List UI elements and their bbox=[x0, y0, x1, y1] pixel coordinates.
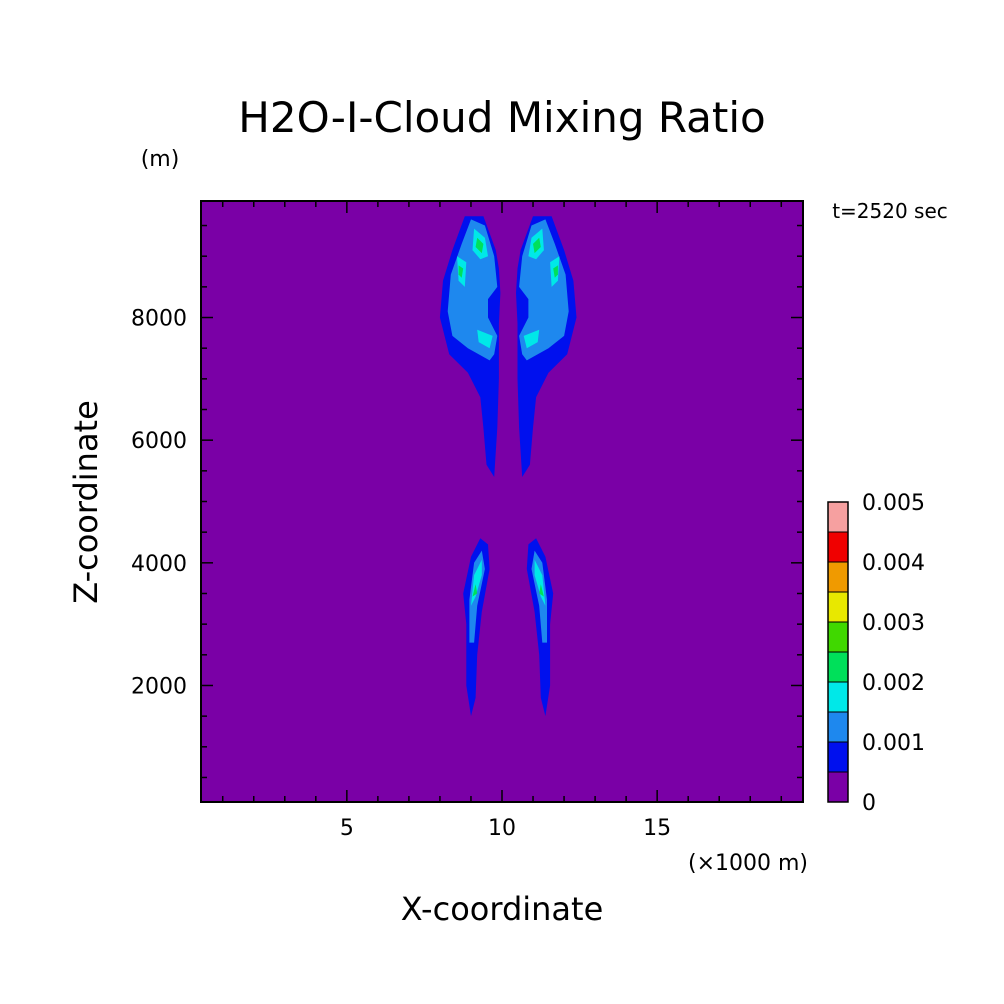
lower-left-plume-level-1 bbox=[463, 538, 490, 717]
tick-labels: 5 10 15 2000 4000 6000 8000 bbox=[131, 307, 671, 841]
x-unit-label: (×1000 m) bbox=[688, 851, 808, 876]
y-tick-label: 8000 bbox=[131, 307, 187, 332]
lower-left-plume-level-4 bbox=[472, 584, 478, 597]
colorbar-swatch bbox=[827, 591, 849, 623]
upper-left-plume-level-5 bbox=[477, 329, 493, 349]
upper-right-plume-level-7 bbox=[553, 265, 558, 278]
y-unit-label: (m) bbox=[141, 147, 180, 172]
x-tick-label: 15 bbox=[643, 816, 671, 841]
colorbar-label: 0.004 bbox=[862, 551, 925, 576]
colorbar: 0 0.001 0.002 0.003 0.004 0.005 bbox=[827, 491, 925, 816]
upper-right-plume bbox=[516, 216, 577, 478]
colorbar-swatch bbox=[827, 501, 849, 533]
y-axis-label: Z-coordinate bbox=[67, 400, 105, 604]
lower-left-plume bbox=[463, 538, 490, 717]
x-axis-label: X-coordinate bbox=[401, 890, 604, 928]
colorbar-swatch bbox=[827, 711, 849, 743]
colorbar-swatch bbox=[827, 741, 849, 773]
colorbar-swatch bbox=[827, 681, 849, 713]
x-tick-label: 10 bbox=[488, 816, 516, 841]
colorbar-swatch bbox=[827, 651, 849, 683]
lower-right-plume-level-4 bbox=[539, 584, 544, 597]
y-tick-label: 2000 bbox=[131, 674, 187, 699]
y-tick-label: 4000 bbox=[131, 552, 187, 577]
upper-left-plume-level-6 bbox=[475, 237, 484, 254]
plot-area: 5 10 15 2000 4000 6000 8000 bbox=[131, 200, 804, 841]
axis-ticks bbox=[201, 201, 803, 802]
colorbar-swatch bbox=[827, 531, 849, 563]
colorbar-label: 0.003 bbox=[862, 611, 925, 636]
colorbar-label: 0 bbox=[862, 791, 876, 816]
contour-layer bbox=[439, 216, 577, 717]
upper-right-plume-level-6 bbox=[533, 237, 541, 254]
lower-right-plume-level-1 bbox=[526, 538, 554, 717]
upper-left-plume-level-7 bbox=[458, 265, 464, 278]
upper-right-plume-level-5 bbox=[523, 329, 540, 349]
y-tick-label: 6000 bbox=[131, 429, 187, 454]
colorbar-swatch bbox=[827, 771, 849, 803]
colorbar-swatch bbox=[827, 561, 849, 593]
plot-background bbox=[201, 201, 803, 802]
colorbar-label: 0.002 bbox=[862, 671, 925, 696]
lower-right-plume bbox=[526, 538, 554, 717]
colorbar-frame bbox=[827, 501, 849, 803]
colorbar-label: 0.005 bbox=[862, 491, 925, 516]
colorbar-label: 0.001 bbox=[862, 731, 925, 756]
upper-left-plume bbox=[439, 216, 501, 478]
x-tick-label: 5 bbox=[340, 816, 354, 841]
chart-title: H2O-I-Cloud Mixing Ratio bbox=[238, 93, 765, 142]
time-label: t=2520 sec bbox=[832, 199, 948, 223]
colorbar-swatch bbox=[827, 621, 849, 653]
